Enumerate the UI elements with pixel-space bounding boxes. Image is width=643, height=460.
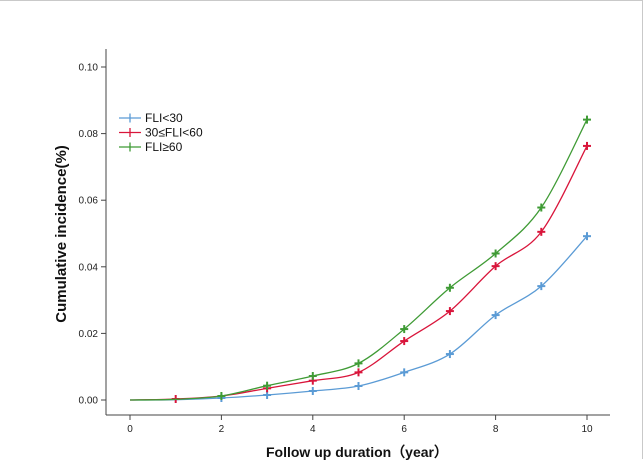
legend-item: 30≤FLI<60 (119, 126, 203, 140)
legend-label: FLI<30 (145, 111, 183, 125)
x-tick-label: 4 (310, 424, 316, 435)
y-tick-label: 0.04 (79, 262, 99, 273)
censor-marker (491, 262, 500, 271)
censor-marker (583, 232, 591, 241)
censor-marker (537, 203, 546, 212)
censor-marker (445, 307, 454, 316)
legend-item: FLI<30 (119, 111, 183, 125)
legend-item: FLI≥60 (119, 140, 183, 154)
y-tick-label: 0.06 (79, 196, 99, 207)
series-line (129, 119, 588, 401)
legend-label: FLI≥60 (145, 140, 183, 154)
censor-marker (445, 350, 454, 359)
y-tick-label: 0.08 (79, 129, 99, 140)
x-axis-title: Follow up duration（year） (266, 444, 448, 460)
x-tick-label: 6 (401, 424, 407, 435)
y-tick-label: 0.10 (79, 63, 99, 74)
censor-marker (308, 387, 317, 396)
censor-marker (583, 115, 591, 124)
y-ticks: 0.00 0.02 0.04 0.06 0.08 0.10 (79, 63, 106, 407)
x-tick-label: 8 (493, 424, 499, 435)
x-tick-label: 0 (127, 424, 133, 435)
legend-label: 30≤FLI<60 (145, 126, 203, 140)
censor-marker (445, 283, 454, 292)
censor-marker (263, 381, 272, 390)
censor-marker (400, 325, 409, 334)
series-2 (129, 115, 591, 401)
censor-marker (537, 227, 546, 236)
censor-marker (354, 382, 363, 391)
x-ticks: 0 2 4 6 8 10 (127, 415, 593, 435)
y-axis-title: Cumulative incidence(%) (53, 145, 70, 323)
censor-marker (400, 368, 409, 377)
censor-marker (537, 282, 546, 291)
censor-marker (491, 249, 500, 258)
series-layer (129, 115, 591, 404)
y-tick-label: 0.02 (79, 329, 99, 340)
y-tick-label: 0.00 (79, 396, 99, 407)
x-tick-label: 2 (219, 424, 225, 435)
censor-marker (217, 392, 226, 401)
x-tick-label: 10 (581, 424, 593, 435)
censor-marker (354, 368, 363, 377)
censor-marker (583, 141, 591, 150)
censor-marker (491, 311, 500, 320)
censor-marker (308, 372, 317, 381)
censor-marker (400, 337, 409, 346)
censor-marker (354, 359, 363, 368)
axes (105, 49, 610, 416)
series-0 (129, 232, 591, 403)
